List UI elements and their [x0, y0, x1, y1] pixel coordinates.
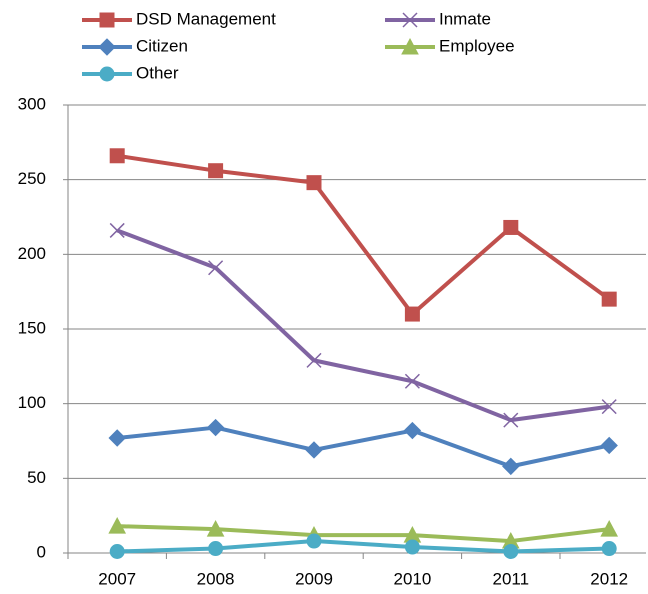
marker	[206, 520, 225, 537]
y-tick-label: 150	[18, 318, 46, 337]
y-tick-label: 300	[18, 94, 46, 113]
marker	[109, 544, 125, 560]
marker	[208, 260, 224, 276]
marker	[208, 541, 224, 557]
y-tick-label: 100	[18, 393, 46, 412]
marker	[600, 436, 618, 455]
marker	[601, 291, 617, 307]
x-tick-label: 2012	[590, 569, 628, 588]
marker	[503, 219, 519, 235]
series-line	[116, 228, 610, 423]
marker	[108, 517, 127, 534]
x-tick-label: 2007	[98, 569, 136, 588]
marker	[401, 37, 419, 55]
marker	[108, 429, 126, 447]
marker	[306, 533, 322, 549]
marker	[109, 148, 125, 164]
marker	[206, 418, 225, 437]
marker	[600, 520, 619, 537]
marker	[208, 163, 224, 179]
marker	[503, 412, 519, 428]
y-tick-label: 50	[27, 468, 46, 487]
marker	[109, 222, 125, 238]
marker	[99, 66, 115, 82]
y-tick-label: 250	[18, 169, 46, 188]
series-line	[117, 539, 610, 554]
marker	[601, 399, 617, 415]
series-line	[116, 425, 610, 469]
marker	[503, 544, 519, 560]
marker	[305, 441, 323, 459]
legend-label: Other	[136, 63, 179, 82]
marker	[98, 38, 116, 56]
marker	[404, 373, 420, 389]
y-tick-label: 0	[37, 542, 46, 561]
legend-label: DSD Management	[136, 9, 276, 28]
series-line	[116, 153, 611, 317]
x-tick-label: 2009	[295, 569, 333, 588]
legend-label: Inmate	[439, 9, 491, 28]
x-tick-label: 2010	[393, 569, 431, 588]
marker	[601, 541, 617, 557]
marker	[502, 457, 520, 476]
series-line	[117, 524, 610, 544]
legend-label: Citizen	[136, 36, 188, 55]
legend-label: Employee	[439, 36, 515, 55]
marker	[402, 12, 418, 28]
marker	[403, 421, 422, 440]
marker	[404, 306, 420, 322]
y-tick-label: 200	[18, 244, 46, 263]
marker	[99, 12, 115, 28]
x-tick-label: 2011	[493, 569, 530, 588]
marker	[404, 539, 420, 555]
x-tick-label: 2008	[197, 569, 235, 588]
marker	[306, 352, 322, 368]
marker	[306, 175, 322, 191]
